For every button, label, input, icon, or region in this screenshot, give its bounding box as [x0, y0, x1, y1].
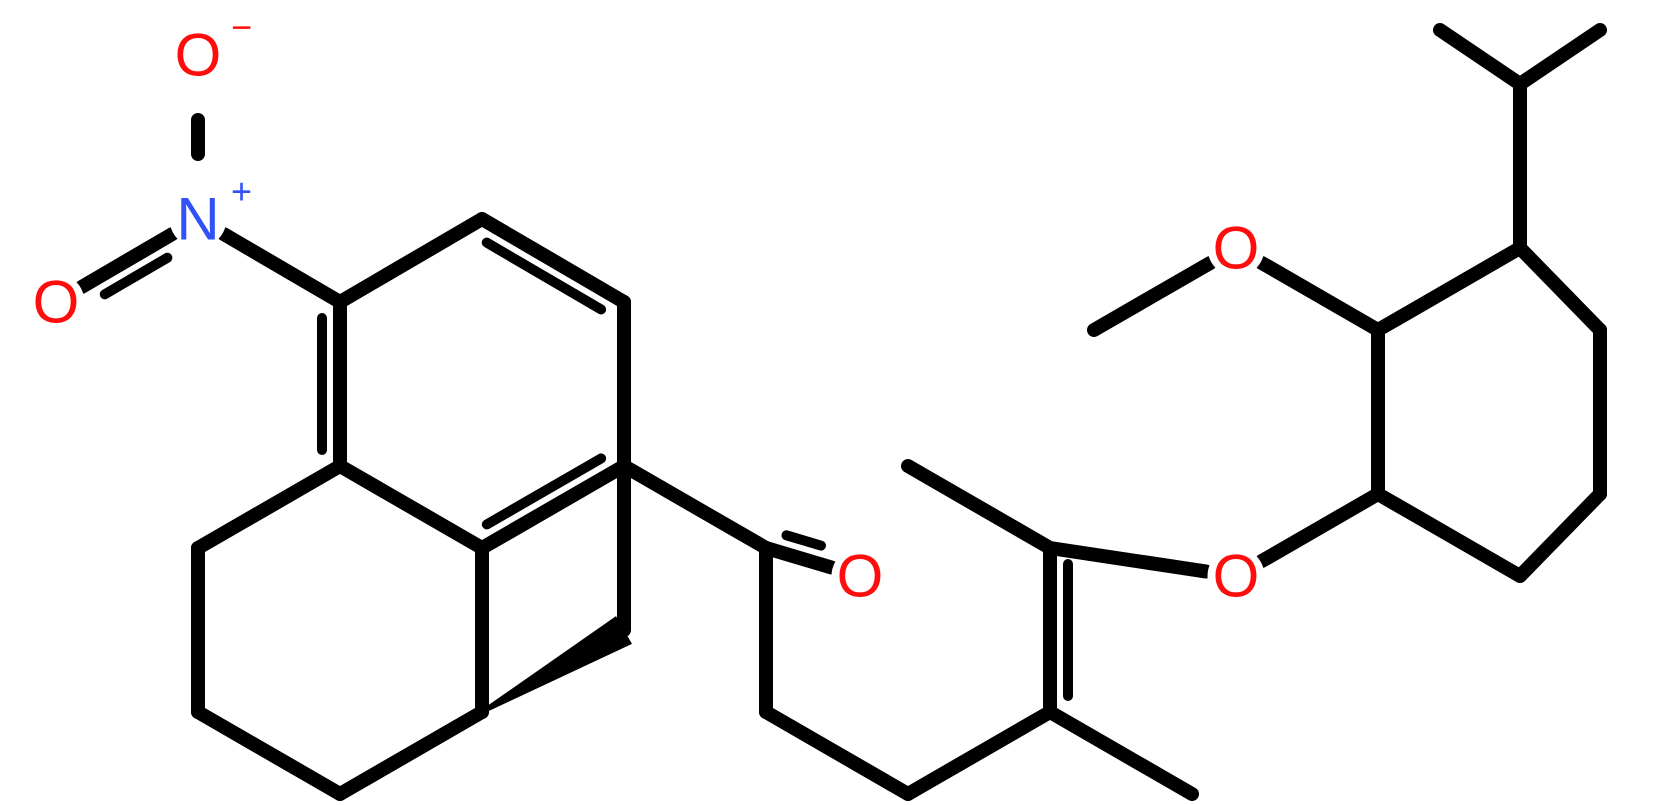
bond	[766, 712, 908, 794]
bond	[1050, 712, 1192, 794]
bond	[340, 466, 482, 548]
bond	[786, 535, 821, 545]
bond	[482, 219, 624, 302]
wedge-bond	[481, 616, 632, 714]
bond	[908, 712, 1050, 794]
atom-symbol: O	[175, 22, 222, 89]
bond	[1378, 248, 1520, 330]
bond	[1262, 263, 1378, 330]
bond	[340, 712, 482, 794]
bond	[1094, 263, 1210, 330]
bond	[1520, 248, 1600, 330]
atom-O_ring1: O	[1208, 215, 1265, 282]
atom-symbol: O	[837, 543, 884, 610]
atom-charge: −	[231, 7, 252, 48]
bond	[224, 234, 340, 302]
bond	[1262, 494, 1378, 561]
bond	[1520, 30, 1600, 84]
bond	[624, 466, 766, 548]
atom-O_morph: O	[28, 269, 85, 336]
bond	[1378, 494, 1520, 576]
atom-symbol: N	[176, 186, 219, 253]
bond	[1050, 548, 1206, 572]
atom-O_carbonyl: O	[832, 543, 889, 610]
bond	[198, 466, 340, 548]
atom-symbol: O	[1213, 215, 1260, 282]
bond	[340, 219, 482, 302]
bond	[1440, 30, 1520, 84]
atom-symbol: O	[33, 269, 80, 336]
bonds-layer	[82, 30, 1600, 794]
atom-charge: +	[231, 171, 252, 212]
atom-O_minus: O−	[170, 7, 253, 89]
bond	[766, 548, 831, 567]
atom-symbol: O	[1213, 543, 1260, 610]
labels-layer: O−N+OOOO	[28, 7, 1265, 610]
bond	[482, 466, 624, 548]
bond	[198, 712, 340, 794]
bond	[908, 466, 1050, 548]
bond	[1520, 494, 1600, 576]
atom-O_ring2: O	[1208, 543, 1265, 610]
